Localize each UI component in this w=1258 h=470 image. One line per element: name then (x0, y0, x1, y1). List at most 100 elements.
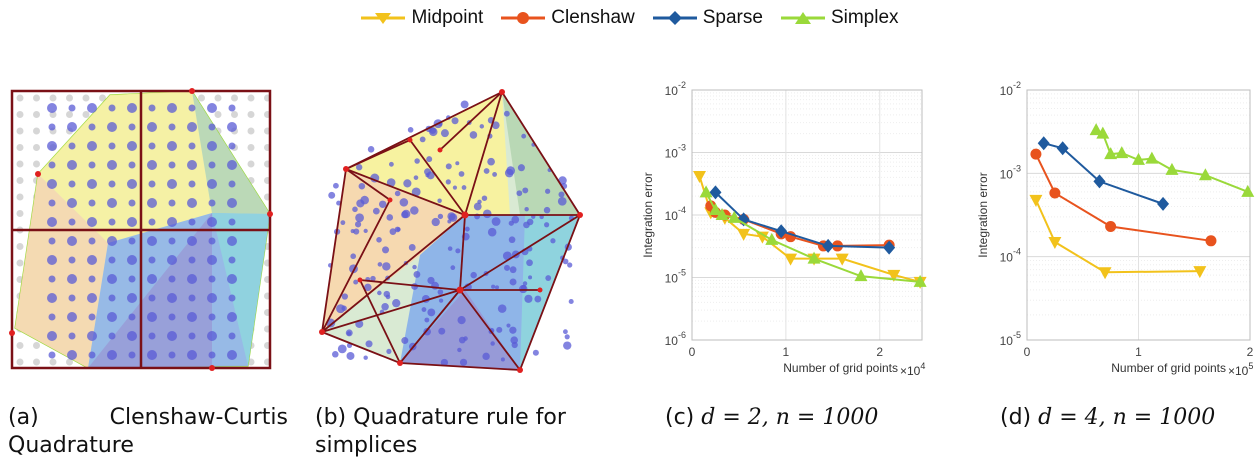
quadrature-point (47, 293, 57, 303)
quadrature-point (377, 262, 383, 267)
quadrature-point (108, 294, 116, 302)
quadrature-point (360, 195, 369, 205)
quadrature-point (88, 275, 96, 283)
x-tick-label: 1 (783, 345, 790, 359)
quadrature-point (438, 327, 446, 335)
quadrature-point (550, 238, 556, 244)
quadrature-point (461, 185, 467, 190)
quadrature-point (127, 217, 137, 227)
quadrature-point (524, 294, 533, 303)
x-axis-label: Number of grid points (783, 361, 898, 375)
series-line (1035, 153, 1212, 242)
quadrature-point (523, 221, 530, 229)
quadrature-point (411, 187, 421, 197)
quadrature-point (67, 160, 77, 170)
quadrature-point (47, 141, 57, 151)
quadrature-point (509, 266, 517, 274)
quadrature-point (127, 293, 137, 303)
quadrature-point (487, 157, 495, 166)
quadrature-point (429, 127, 437, 134)
quadrature-point (128, 313, 136, 321)
x-tick-label: 1 (1135, 345, 1142, 359)
quadrature-point (207, 179, 217, 189)
sparse-marker-icon (652, 11, 697, 25)
quadrature-point (47, 217, 57, 227)
quadrature-point (378, 200, 387, 209)
grid-dot (16, 144, 24, 151)
legend-label: Clenshaw (551, 7, 635, 28)
quadrature-point (426, 156, 433, 163)
quadrature-point (108, 104, 116, 112)
quadrature-point (509, 278, 517, 286)
quadrature-point (407, 127, 414, 133)
quadrature-point (354, 221, 362, 228)
quadrature-point (168, 275, 176, 283)
midpoint-point (755, 231, 769, 244)
quadrature-point (381, 302, 389, 311)
quadrature-point (564, 334, 570, 340)
quadrature-point (68, 256, 76, 264)
quadrature-point (500, 357, 505, 362)
quadrature-point (487, 227, 497, 237)
quadrature-point (88, 237, 96, 245)
quadrature-point (168, 123, 176, 131)
caption-label: (c) (665, 405, 695, 430)
quadrature-point (517, 164, 525, 172)
caption-c: (c) d = 2, n = 1000 (665, 404, 925, 432)
quadrature-point (48, 275, 56, 283)
simplex-point (765, 232, 779, 245)
quadrature-point (87, 293, 97, 303)
quadrature-point (363, 355, 368, 360)
simplex-point (715, 208, 729, 220)
y-tick-label: 10-2 (665, 80, 686, 98)
quadrature-point (107, 350, 117, 360)
quadrature-point (167, 141, 177, 151)
quadrature-point (68, 142, 76, 150)
simplex-point (1145, 151, 1159, 164)
quadrature-point (87, 217, 97, 227)
quadrature-point (127, 141, 137, 151)
quadrature-point (356, 164, 363, 171)
quadrature-point (67, 350, 77, 360)
legend-item-midpoint: Midpoint (361, 7, 483, 29)
quadrature-point (383, 290, 391, 298)
quadrature-point (67, 236, 77, 246)
quadrature-point (188, 142, 196, 150)
quadrature-point (558, 191, 565, 198)
quadrature-point (403, 179, 412, 188)
quadrature-point (491, 217, 501, 226)
quadrature-point (532, 349, 539, 356)
quadrature-point (108, 142, 116, 150)
quadrature-point (107, 198, 117, 208)
quadrature-point (108, 218, 116, 226)
quadrature-point (167, 293, 177, 303)
quadrature-point (48, 199, 56, 207)
y-tick-label: 10-4 (1000, 247, 1021, 265)
legend-label: Midpoint (411, 7, 484, 28)
simplex-point (699, 185, 713, 198)
simplex-point (708, 203, 722, 216)
quadrature-point (370, 275, 376, 282)
quadrature-point (148, 104, 156, 112)
quadrature-point (87, 255, 97, 265)
quadrature-point (545, 188, 551, 194)
quadrature-point (336, 200, 342, 206)
legend-item-sparse: Sparse (652, 7, 763, 29)
quadrature-point (358, 182, 366, 190)
quadrature-point (47, 255, 57, 265)
quadrature-point (227, 236, 237, 246)
quadrature-point (207, 103, 217, 113)
quadrature-point (408, 244, 416, 251)
legend-label: Sparse (702, 7, 763, 28)
quadrature-point (458, 171, 465, 177)
quadrature-point (207, 293, 217, 303)
plot-frame (691, 89, 923, 341)
quadrature-point (503, 110, 510, 117)
quadrature-point (147, 350, 157, 360)
quadrature-point (187, 274, 197, 284)
quadrature-points (47, 103, 237, 360)
x-axis-multiplier: ×105 (1228, 361, 1253, 378)
x-tick-label: 0 (689, 345, 696, 359)
grid-dot (33, 127, 40, 135)
quadrature-point (228, 256, 236, 264)
